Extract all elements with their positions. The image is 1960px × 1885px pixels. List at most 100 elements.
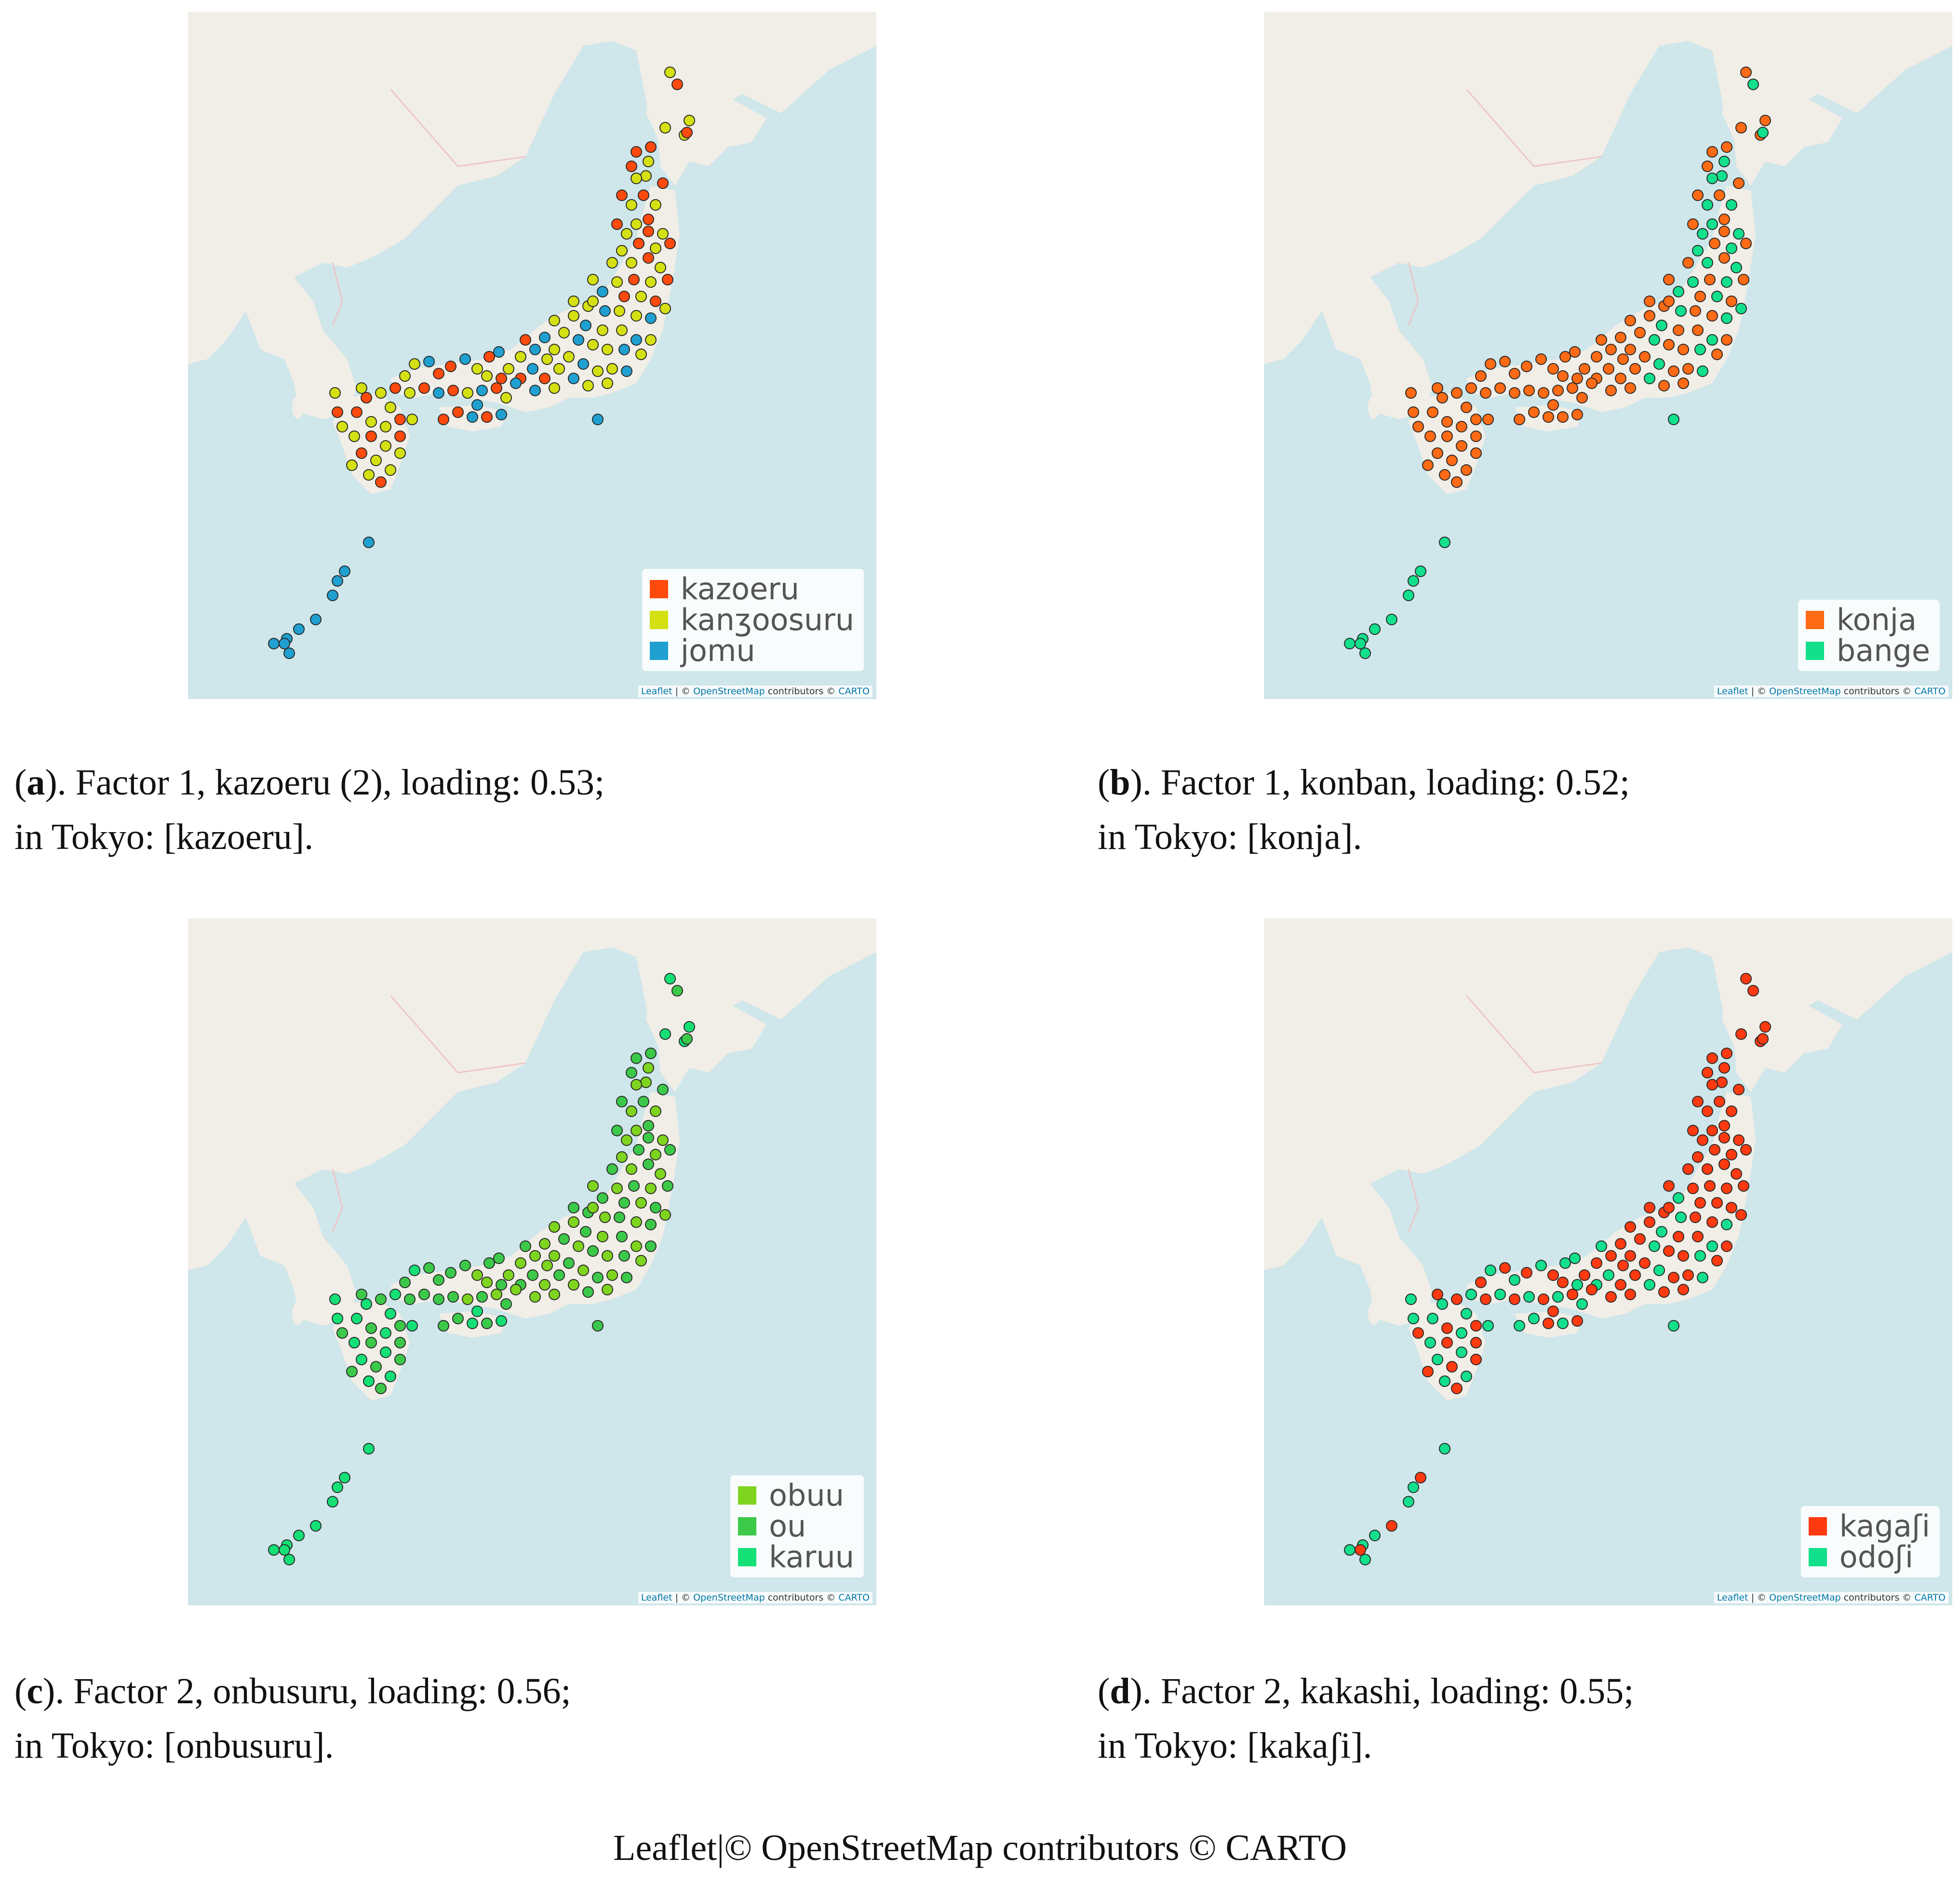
survey-point — [1644, 1216, 1655, 1228]
survey-point — [587, 296, 599, 307]
osm-link[interactable]: OpenStreetMap — [693, 686, 765, 697]
map-canvas — [1264, 918, 1952, 1565]
survey-point — [541, 1260, 553, 1271]
caption-text: ). Factor 1, kazoeru (2), loading: 0.53; — [45, 762, 605, 803]
survey-point — [409, 358, 420, 370]
survey-point — [582, 380, 594, 391]
survey-point — [643, 1132, 654, 1144]
survey-point — [606, 1163, 618, 1175]
survey-point — [1475, 370, 1487, 382]
survey-point — [616, 1231, 628, 1242]
survey-point — [1451, 387, 1463, 399]
survey-point — [1605, 1250, 1617, 1262]
survey-point — [1344, 638, 1356, 649]
survey-point — [445, 361, 456, 372]
survey-point — [327, 590, 338, 601]
survey-point — [1733, 1134, 1745, 1146]
survey-point — [1726, 1149, 1737, 1160]
survey-point — [1718, 1062, 1730, 1074]
survey-point — [541, 353, 553, 365]
honshu-shape — [390, 186, 680, 412]
carto-link[interactable]: CARTO — [838, 686, 870, 697]
survey-point — [1726, 1105, 1737, 1117]
survey-point — [592, 1272, 604, 1283]
hokkaido-shape — [1722, 967, 1842, 1092]
survey-point — [657, 177, 669, 189]
survey-point — [1718, 1132, 1730, 1144]
border-line — [1465, 89, 1602, 167]
border-line — [1408, 1169, 1419, 1232]
hokkaido-shape — [646, 967, 766, 1092]
survey-point — [527, 1269, 538, 1281]
leaflet-link[interactable]: Leaflet — [641, 686, 672, 697]
caption-line: (b). Factor 1, konban, loading: 0.52; — [1098, 762, 1630, 803]
survey-point — [645, 141, 657, 153]
caption-line: in Tokyo: [kakaʃi]. — [1098, 1725, 1372, 1766]
survey-point — [1547, 1269, 1559, 1281]
survey-point — [1441, 1322, 1453, 1334]
survey-point — [1721, 1048, 1732, 1059]
survey-point — [1733, 177, 1745, 189]
survey-point — [349, 1337, 360, 1348]
survey-point — [626, 1105, 637, 1117]
map-panel-a[interactable]: kazoeru kanʒoosuru jomu Leaflet | © Open… — [188, 12, 876, 699]
survey-point — [631, 173, 642, 184]
survey-point — [1706, 1125, 1718, 1136]
survey-point — [643, 1158, 654, 1170]
survey-point — [558, 1233, 570, 1245]
survey-point — [1706, 146, 1718, 158]
survey-point — [1721, 141, 1732, 153]
map-panel-b[interactable]: konja bange Leaflet | © OpenStreetMap co… — [1264, 12, 1952, 699]
survey-point — [365, 1322, 377, 1334]
survey-point — [671, 79, 683, 90]
sakhalin-shape — [1765, 918, 1792, 976]
survey-point — [1617, 353, 1629, 365]
map-panel-d[interactable]: kagaʃi odoʃi Leaflet | © OpenStreetMap c… — [1264, 918, 1952, 1605]
survey-point — [1557, 411, 1569, 423]
leaflet-link[interactable]: Leaflet — [1717, 686, 1748, 697]
survey-point — [631, 1079, 642, 1091]
survey-point — [1451, 476, 1463, 488]
survey-point — [1465, 382, 1477, 394]
legend-label: kagaʃi — [1839, 1508, 1930, 1544]
osm-link[interactable]: OpenStreetMap — [1769, 686, 1841, 697]
survey-point — [1738, 1180, 1749, 1192]
survey-point — [681, 1033, 693, 1045]
survey-point — [375, 387, 387, 399]
survey-point — [1706, 1052, 1718, 1064]
carto-link[interactable]: CARTO — [1914, 1592, 1946, 1603]
map-panel-c[interactable]: obuu ou karuu Leaflet | © OpenStreetMap … — [188, 918, 876, 1605]
survey-point — [1624, 315, 1636, 326]
survey-point — [684, 1021, 695, 1033]
survey-point — [638, 1096, 649, 1107]
survey-point — [409, 1265, 420, 1276]
survey-point — [1706, 310, 1718, 322]
osm-link[interactable]: OpenStreetMap — [1769, 1592, 1841, 1603]
survey-point — [346, 459, 358, 471]
survey-point — [370, 1361, 382, 1373]
survey-point — [1456, 1327, 1467, 1339]
survey-point — [1678, 344, 1689, 355]
carto-link[interactable]: CARTO — [1914, 686, 1946, 697]
survey-point — [1557, 1277, 1569, 1288]
survey-point — [1663, 296, 1675, 307]
survey-point — [423, 1262, 435, 1274]
survey-point — [471, 1269, 483, 1281]
survey-point — [500, 392, 512, 404]
osm-link[interactable]: OpenStreetMap — [693, 1592, 765, 1603]
carto-link[interactable]: CARTO — [838, 1592, 870, 1603]
survey-point — [1716, 1077, 1728, 1088]
leaflet-link[interactable]: Leaflet — [641, 1592, 672, 1603]
survey-point — [1690, 1212, 1701, 1223]
survey-point — [1726, 199, 1737, 211]
survey-point — [380, 440, 391, 452]
leaflet-link[interactable]: Leaflet — [1717, 1592, 1748, 1603]
survey-point — [1547, 363, 1559, 375]
survey-point — [1721, 1240, 1732, 1252]
survey-point — [1427, 406, 1438, 418]
survey-point — [626, 161, 637, 172]
survey-point — [664, 973, 676, 984]
survey-point — [385, 402, 396, 413]
survey-point — [1359, 1554, 1371, 1565]
survey-point — [1639, 351, 1651, 363]
